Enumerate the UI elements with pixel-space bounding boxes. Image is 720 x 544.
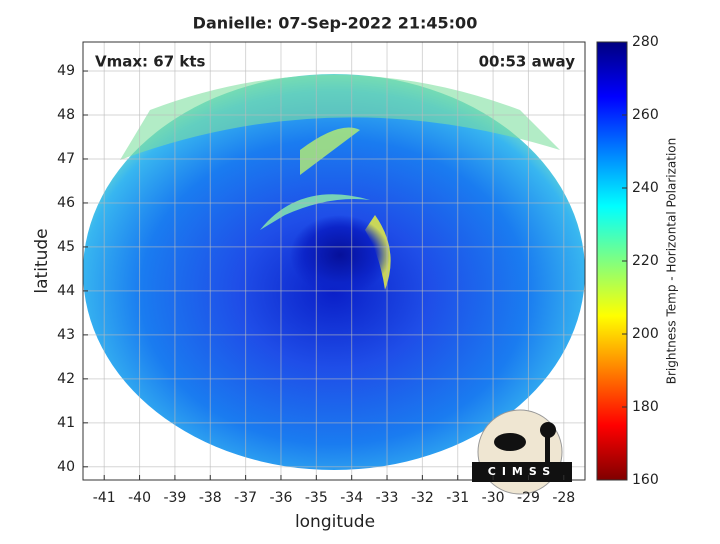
logo-bar xyxy=(472,462,572,482)
x-tick-label: -31 xyxy=(446,490,469,506)
colorbar-tick-label: 180 xyxy=(632,399,659,415)
x-tick-label: -36 xyxy=(270,490,293,506)
y-tick-label: 46 xyxy=(57,195,75,211)
x-tick-label: -39 xyxy=(163,490,186,506)
plot-area xyxy=(83,42,585,480)
x-tick-label: -30 xyxy=(482,490,505,506)
x-tick-label: -38 xyxy=(199,490,222,506)
y-tick-label: 45 xyxy=(57,239,75,255)
x-tick-label: -28 xyxy=(552,490,575,506)
x-tick-label: -35 xyxy=(305,490,328,506)
image-eye xyxy=(290,215,390,295)
y-tick-label: 49 xyxy=(57,63,75,79)
image-band xyxy=(120,75,560,160)
colorbar-tick-label: 160 xyxy=(632,472,659,488)
colorbar-label: Brightness Temp - Horizontal Polarizatio… xyxy=(665,138,679,385)
logo-dish xyxy=(494,433,526,451)
x-tick-label: -41 xyxy=(93,490,116,506)
x-axis-label: longitude xyxy=(295,512,375,532)
logo-tower xyxy=(545,430,550,462)
y-tick-label: 47 xyxy=(57,151,75,167)
y-tick-label: 48 xyxy=(57,107,75,123)
image-band xyxy=(260,194,370,230)
x-tick-label: -29 xyxy=(517,490,540,506)
logo: CIMSS xyxy=(472,409,572,495)
colorbar-tick-label: 240 xyxy=(632,180,659,196)
y-tick-label: 41 xyxy=(57,415,75,431)
chart-title: Danielle: 07-Sep-2022 21:45:00 xyxy=(193,14,478,33)
x-tick-label: -34 xyxy=(340,490,363,506)
colorbar-tick-label: 200 xyxy=(632,326,659,342)
colorbar-tick-label: 260 xyxy=(632,107,659,123)
colorbar-tick-label: 280 xyxy=(632,34,659,50)
y-axis-label: latitude xyxy=(32,228,52,293)
y-tick-label: 42 xyxy=(57,371,75,387)
y-tick-label: 43 xyxy=(57,327,75,343)
colorbar-tick-label: 220 xyxy=(632,253,659,269)
logo-text: CIMSS xyxy=(488,465,556,478)
image-band xyxy=(300,127,360,175)
plot-frame xyxy=(82,41,586,481)
annotation: 00:53 away xyxy=(479,53,576,71)
y-tick-label: 44 xyxy=(57,283,75,299)
annotation: Vmax: 67 kts xyxy=(95,53,205,71)
x-tick-label: -33 xyxy=(376,490,399,506)
x-tick-label: -40 xyxy=(128,490,151,506)
x-tick-label: -37 xyxy=(234,490,257,506)
x-tick-label: -32 xyxy=(411,490,434,506)
logo-tank xyxy=(540,422,556,438)
y-tick-label: 40 xyxy=(57,459,75,475)
